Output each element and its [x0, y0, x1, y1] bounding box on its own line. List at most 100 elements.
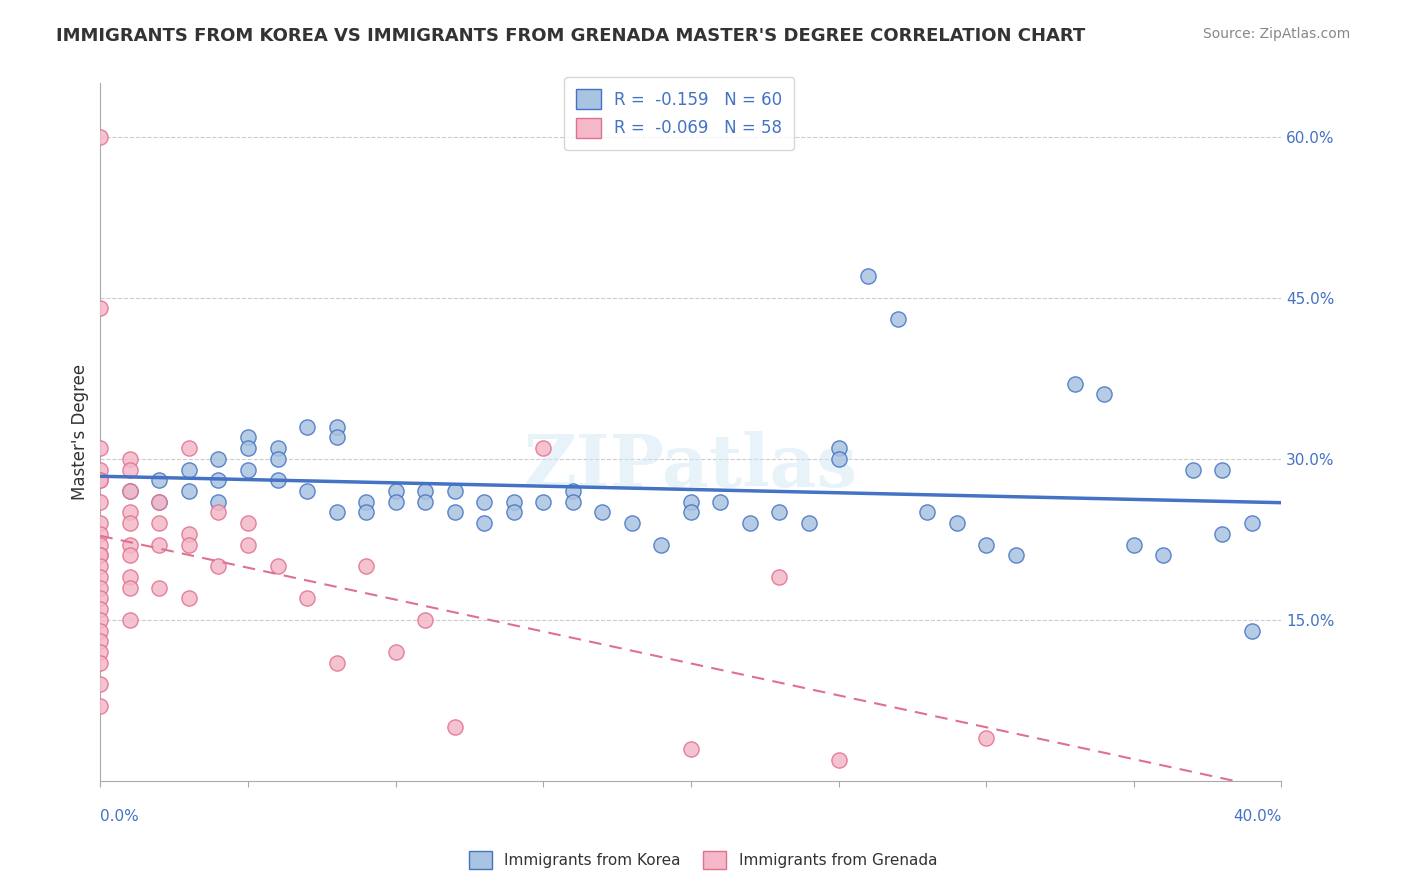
Point [384, 494, 406, 508]
Point [89, 129, 111, 144]
Text: 0.0%: 0.0% [100, 809, 139, 824]
Point [89, 570, 111, 584]
Point [89, 549, 111, 563]
Point [177, 591, 200, 606]
Point [413, 494, 436, 508]
Point [1152, 549, 1174, 563]
Point [89, 549, 111, 563]
Point [384, 483, 406, 498]
Point [89, 301, 111, 316]
Point [974, 731, 997, 745]
Point [1181, 462, 1204, 476]
Point [266, 559, 288, 574]
Point [236, 430, 259, 444]
Point [89, 527, 111, 541]
Point [561, 483, 583, 498]
Point [89, 462, 111, 476]
Point [502, 506, 524, 520]
Text: ZIPatlas: ZIPatlas [524, 432, 858, 502]
Point [915, 506, 938, 520]
Point [827, 451, 849, 466]
Point [89, 656, 111, 670]
Point [1240, 516, 1263, 531]
Point [1211, 527, 1233, 541]
Point [1211, 462, 1233, 476]
Point [443, 506, 465, 520]
Point [177, 441, 200, 455]
Text: IMMIGRANTS FROM KOREA VS IMMIGRANTS FROM GRENADA MASTER'S DEGREE CORRELATION CHA: IMMIGRANTS FROM KOREA VS IMMIGRANTS FROM… [56, 27, 1085, 45]
Point [236, 538, 259, 552]
Point [325, 656, 347, 670]
Legend: R =  -0.159   N = 60, R =  -0.069   N = 58: R = -0.159 N = 60, R = -0.069 N = 58 [564, 78, 794, 150]
Point [148, 494, 170, 508]
Point [118, 581, 141, 595]
Point [177, 462, 200, 476]
Point [89, 559, 111, 574]
Point [354, 559, 377, 574]
Point [1122, 538, 1144, 552]
Point [768, 506, 790, 520]
Point [148, 494, 170, 508]
Point [325, 430, 347, 444]
Point [89, 441, 111, 455]
Point [148, 516, 170, 531]
Point [177, 483, 200, 498]
Point [827, 752, 849, 766]
Point [148, 581, 170, 595]
Point [856, 269, 879, 284]
Point [148, 473, 170, 487]
Point [148, 538, 170, 552]
Point [295, 591, 318, 606]
Point [207, 506, 229, 520]
Text: Source: ZipAtlas.com: Source: ZipAtlas.com [1202, 27, 1350, 41]
Point [945, 516, 967, 531]
Point [207, 559, 229, 574]
Point [679, 494, 702, 508]
Point [118, 451, 141, 466]
Point [620, 516, 643, 531]
Point [354, 506, 377, 520]
Point [118, 549, 141, 563]
Point [118, 462, 141, 476]
Point [118, 613, 141, 627]
Point [89, 591, 111, 606]
Point [207, 473, 229, 487]
Point [118, 483, 141, 498]
Point [89, 581, 111, 595]
Point [118, 483, 141, 498]
Point [89, 538, 111, 552]
Point [89, 677, 111, 691]
Point [207, 494, 229, 508]
Point [413, 613, 436, 627]
Point [561, 494, 583, 508]
Point [443, 720, 465, 734]
Point [797, 516, 820, 531]
Point [325, 506, 347, 520]
Point [89, 494, 111, 508]
Point [1004, 549, 1026, 563]
Point [266, 473, 288, 487]
Point [118, 570, 141, 584]
Point [89, 473, 111, 487]
Point [295, 483, 318, 498]
Point [443, 483, 465, 498]
Point [531, 494, 554, 508]
Point [591, 506, 613, 520]
Point [118, 516, 141, 531]
Point [354, 494, 377, 508]
Point [886, 312, 908, 326]
Point [679, 506, 702, 520]
Point [89, 698, 111, 713]
Point [738, 516, 761, 531]
Point [827, 441, 849, 455]
Point [89, 624, 111, 638]
Point [502, 494, 524, 508]
Text: 40.0%: 40.0% [1233, 809, 1281, 824]
Point [974, 538, 997, 552]
Point [679, 741, 702, 756]
Point [413, 483, 436, 498]
Point [236, 516, 259, 531]
Legend: Immigrants from Korea, Immigrants from Grenada: Immigrants from Korea, Immigrants from G… [463, 845, 943, 875]
Point [177, 527, 200, 541]
Point [472, 516, 495, 531]
